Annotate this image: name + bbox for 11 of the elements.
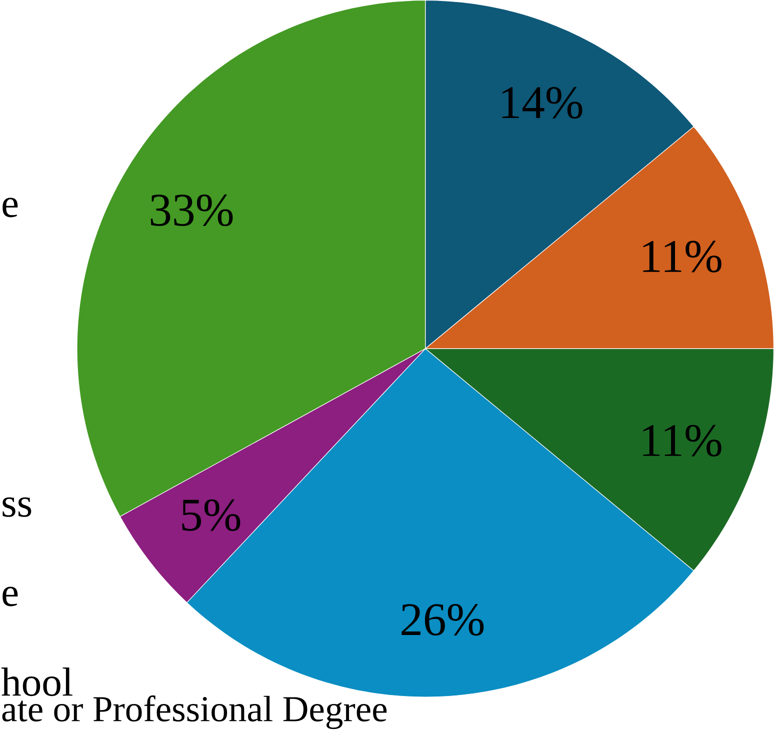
text: e [2,198,18,218]
data-label: 11% [643,424,722,457]
text: e [2,586,18,606]
data-label: 26% [402,604,484,636]
data-label: 33% [150,194,233,226]
data-label: 14% [502,86,582,119]
text: ss [2,497,32,517]
data-label: 5% [182,499,240,532]
text: hool [1,667,72,696]
text: ate or Professional Degree [2,695,387,730]
data-label: 11% [643,240,722,272]
